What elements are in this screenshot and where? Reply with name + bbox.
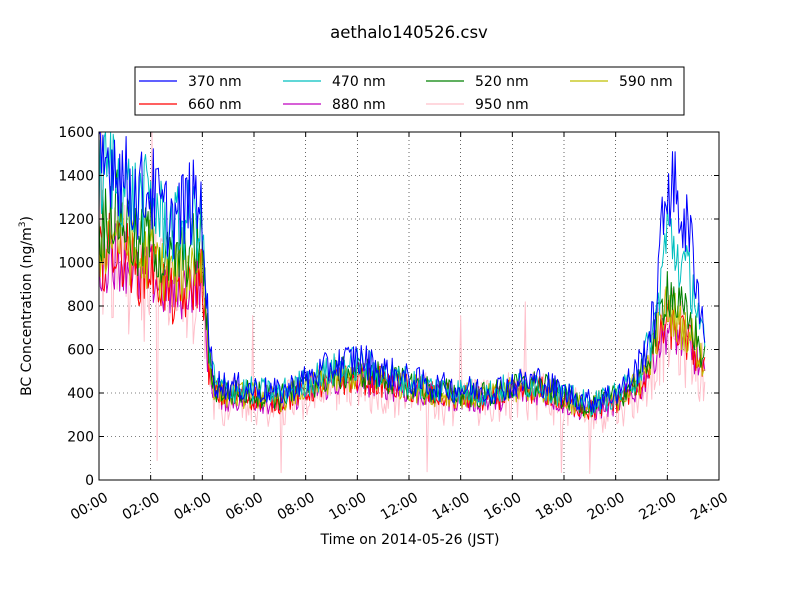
legend: 370 nm 470 nm 520 nm 590 nm 660 nm 880 nm 950 … <box>134 66 685 116</box>
series-line-370-nm <box>98 131 706 413</box>
y-axis-label: BC Concentration (ng/m3) <box>18 216 35 396</box>
x-tick-label: 20:00 <box>585 490 628 524</box>
legend-label: 470 nm <box>332 74 386 90</box>
legend-item: 370 nm <box>139 74 242 90</box>
x-tick-label: 08:00 <box>275 490 318 524</box>
x-tick-label: 12:00 <box>378 490 421 524</box>
y-tick-label: 200 <box>67 430 94 446</box>
legend-label: 950 nm <box>475 97 529 113</box>
y-tick-label: 400 <box>67 386 94 402</box>
y-tick-label: 600 <box>67 343 94 359</box>
y-axis-label-main: BC Concentration (ng/m <box>19 227 35 396</box>
x-axis-label: Time on 2014-05-26 (JST) <box>320 532 500 548</box>
legend-label: 370 nm <box>188 74 242 90</box>
x-tick-label: 02:00 <box>120 490 163 524</box>
chart-title: aethalo140526.csv <box>330 23 488 42</box>
legend-item: 590 nm <box>570 74 673 90</box>
legend-frame <box>134 66 685 116</box>
x-tick-label: 06:00 <box>223 490 266 524</box>
x-tick-label: 04:00 <box>171 490 214 524</box>
y-tick-label: 1200 <box>58 212 94 228</box>
x-tick-label: 18:00 <box>533 490 576 524</box>
legend-item: 950 nm <box>426 97 529 113</box>
series-line-470-nm <box>98 131 706 416</box>
legend-item: 470 nm <box>283 74 386 90</box>
x-tick-label: 00:00 <box>68 490 111 524</box>
legend-item: 660 nm <box>139 97 242 113</box>
series-lines <box>98 131 706 474</box>
legend-label: 880 nm <box>332 97 386 113</box>
y-axis-label-close: ) <box>19 216 35 221</box>
y-tick-label: 0 <box>85 473 94 489</box>
y-axis-label-sup: 3 <box>18 222 28 228</box>
legend-label: 520 nm <box>475 74 529 90</box>
y-tick-label: 800 <box>67 299 94 315</box>
y-tick-label: 1000 <box>58 256 94 272</box>
x-tick-label: 14:00 <box>430 490 473 524</box>
x-tick-label: 16:00 <box>481 490 524 524</box>
y-tick-label: 1600 <box>58 125 94 141</box>
legend-label: 660 nm <box>188 97 242 113</box>
legend-label: 590 nm <box>619 74 673 90</box>
x-tick-label: 22:00 <box>636 490 679 524</box>
legend-item: 520 nm <box>426 74 529 90</box>
legend-item: 880 nm <box>283 97 386 113</box>
x-tick-label: 10:00 <box>326 490 369 524</box>
y-tick-label: 1400 <box>58 169 94 185</box>
x-tick-label: 24:00 <box>688 490 731 524</box>
